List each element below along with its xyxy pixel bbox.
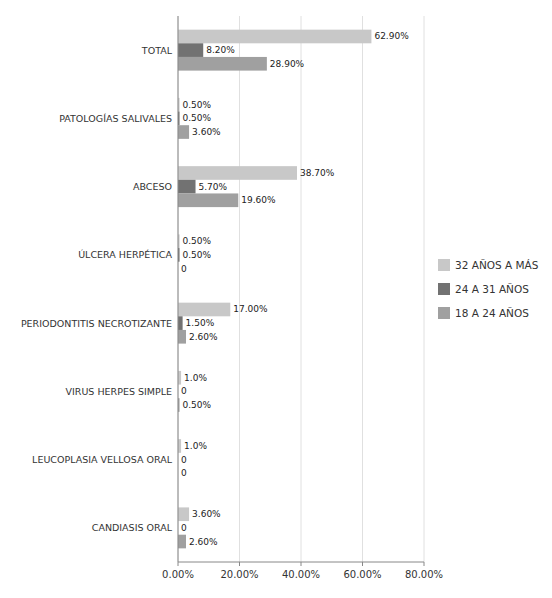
data-label: 0 [181,455,187,465]
data-label: 38.70% [300,168,335,178]
bar [178,57,267,71]
grid-line [424,16,425,562]
grid-line [362,16,363,562]
data-label: 0.50% [183,236,212,246]
bar [178,535,186,549]
legend-swatch [438,307,450,319]
tick-label: 80.00% [405,569,443,580]
data-label: 1.0% [184,373,207,383]
grid-line [178,16,179,562]
data-label: 0.50% [183,250,212,260]
bar [178,507,189,521]
category-label: ÚLCERA HERPÉTICA [78,249,172,260]
legend-swatch [438,259,450,271]
bar [178,316,183,330]
grid [178,16,424,562]
category-label: PATOLOGÍAS SALIVALES [59,113,172,124]
data-label: 0.50% [183,113,212,123]
category-label: TOTAL [141,45,173,56]
data-label: 2.60% [189,537,218,547]
bars [178,30,371,549]
grid-line [239,16,240,562]
data-label: 28.90% [270,59,305,69]
tick-label: 40.00% [282,569,320,580]
legend-label: 32 AÑOS A MÁS [455,259,539,271]
category-label: CANDIASIS ORAL [92,522,173,533]
bar [178,180,196,194]
data-label: 0 [181,386,187,396]
data-label: 0.50% [183,100,212,110]
data-label: 17.00% [233,304,268,314]
category-label: ABCESO [133,181,172,192]
tick-label: 60.00% [343,569,381,580]
data-label: 3.60% [192,127,221,137]
bar [178,330,186,344]
tick-mark [362,562,363,566]
data-label: 3.60% [192,509,221,519]
data-label: 1.50% [186,318,215,328]
tick-mark [424,562,425,566]
data-label: 5.70% [199,182,228,192]
tick-label: 20.00% [220,569,258,580]
data-label: 19.60% [241,195,276,205]
grid-line [301,16,302,562]
data-label: 0 [181,264,187,274]
tick-label: 0.00% [162,569,194,580]
legend: 32 AÑOS A MÁS 24 A 31 AÑOS 18 A 24 AÑOS [438,259,539,319]
data-label: 8.20% [206,45,235,55]
bar [178,125,189,139]
data-label: 1.0% [184,441,207,451]
bar [178,30,371,44]
category-label: LEUCOPLASIA VELLOSA ORAL [32,454,173,465]
bar [178,166,297,180]
legend-swatch [438,283,450,295]
bar [178,303,230,317]
axes: 0.00% 20.00% 40.00% 60.00% 80.00% CANDIASIS O… [21,16,443,580]
category-label: VIRUS HERPES SIMPLE [66,386,173,397]
tick-mark [301,562,302,566]
y-axis-line [178,16,179,562]
data-label: 2.60% [189,332,218,342]
category-label: PERIODONTITIS NECROTIZANTE [21,318,172,329]
legend-label: 18 A 24 AÑOS [455,307,529,319]
bar [178,43,203,57]
data-labels: 3.60% 1.0% 1.0% 17.00% 0.50% 38.70% 0.50% 62.90… [181,31,409,546]
chart: 3.60% 1.0% 1.0% 17.00% 0.50% 38.70% 0.50% 62.90… [0,0,552,598]
data-label: 0 [181,468,187,478]
data-label: 0.50% [183,400,212,410]
legend-label: 24 A 31 AÑOS [455,283,529,295]
bar [178,193,238,207]
tick-mark [239,562,240,566]
data-label: 0 [181,523,187,533]
tick-mark [178,562,179,566]
data-label: 62.90% [374,31,409,41]
